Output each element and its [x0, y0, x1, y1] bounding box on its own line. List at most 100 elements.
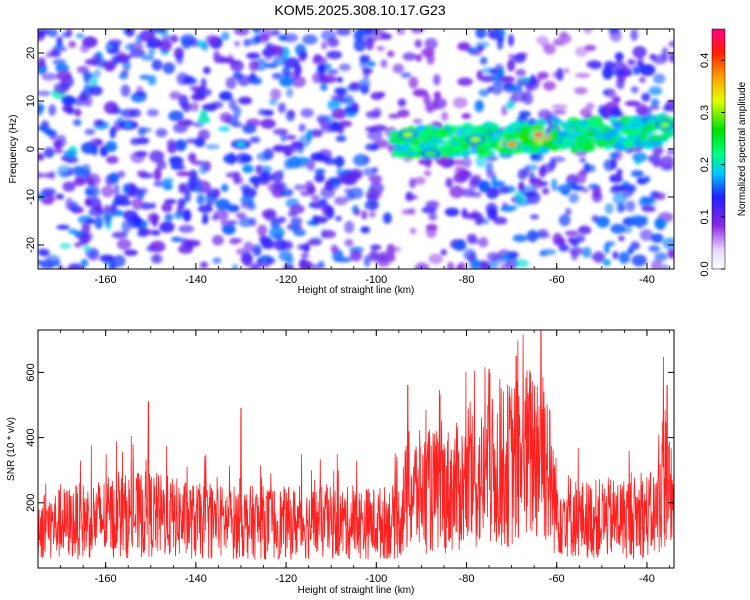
heatmap-cell — [565, 208, 572, 216]
heatmap-cell — [236, 248, 246, 255]
heatmap-cell — [618, 251, 630, 264]
x-tick-label: -140 — [185, 573, 207, 585]
heatmap-cell — [616, 203, 626, 213]
heatmap-cell — [376, 45, 385, 52]
heatmap-cell — [522, 146, 531, 154]
heatmap-cell — [536, 35, 549, 45]
heatmap-cell — [512, 53, 526, 63]
heatmap-cell — [566, 120, 575, 130]
heatmap-cell — [467, 238, 479, 245]
heatmap-cell — [269, 226, 285, 240]
heatmap-cell — [344, 107, 359, 113]
heatmap-cell — [270, 88, 281, 101]
heatmap-cell — [94, 216, 104, 230]
heatmap-cell — [85, 173, 101, 187]
heatmap-cell — [479, 56, 488, 65]
heatmap-cell — [38, 66, 48, 73]
heatmap-cell — [221, 225, 236, 233]
heatmap-cell — [650, 259, 663, 269]
heatmap-cell — [131, 197, 144, 210]
heatmap-cell — [83, 232, 93, 242]
heatmap-cell — [650, 233, 664, 244]
heatmap-cell — [476, 45, 485, 51]
heatmap-cell — [603, 60, 615, 71]
heatmap-cell — [338, 120, 353, 128]
heatmap-cell — [496, 67, 505, 77]
heatmap-cell — [596, 216, 610, 228]
heatmap-cell — [106, 155, 119, 164]
heatmap-cell — [47, 29, 58, 38]
heatmap-cell — [120, 84, 131, 97]
heatmap-feature — [125, 123, 131, 127]
heatmap-cell — [140, 202, 152, 210]
heatmap-cell — [213, 50, 221, 63]
heatmap-cell — [230, 60, 244, 72]
heatmap-cell — [249, 217, 257, 227]
heatmap-cell — [294, 157, 310, 163]
heatmap-cell — [648, 245, 661, 253]
heatmap-cell — [290, 217, 303, 226]
heatmap-cell — [353, 38, 367, 52]
colorbar-label: Normalized spectral amplitude — [737, 81, 748, 216]
heatmap-cell — [321, 230, 337, 239]
heatmap-cell — [618, 235, 625, 242]
heatmap-cell — [264, 62, 278, 69]
heatmap-cell — [616, 77, 625, 90]
heatmap-cell — [507, 59, 516, 72]
heatmap-cell — [365, 189, 382, 200]
heatmap-cell — [211, 235, 224, 246]
heatmap-cell — [67, 263, 84, 269]
heatmap-cell — [453, 173, 468, 184]
x-tick-label: -100 — [365, 274, 387, 286]
heatmap-cell — [261, 209, 276, 219]
heatmap-cell — [641, 205, 656, 213]
heatmap-cell — [215, 198, 231, 211]
heatmap-cell — [291, 75, 306, 88]
heatmap-cell — [171, 236, 183, 242]
heatmap-cell — [91, 143, 98, 156]
spectrogram-x-label: Height of straight line (km) — [298, 285, 415, 296]
heatmap-cell — [464, 212, 480, 220]
heatmap-cell — [190, 101, 199, 112]
heatmap-cell — [448, 152, 463, 158]
heatmap-cell — [644, 115, 657, 120]
heatmap-cell — [428, 212, 438, 221]
heatmap-cell — [551, 178, 558, 192]
heatmap-cell — [41, 188, 56, 196]
heatmap-cell — [129, 108, 142, 118]
heatmap-cell — [396, 29, 406, 36]
x-tick-label: -160 — [95, 274, 117, 286]
y-tick-label: 200 — [25, 494, 37, 512]
heatmap-cell — [73, 119, 82, 127]
heatmap-cell — [412, 118, 423, 124]
heatmap-cell — [38, 103, 45, 113]
heatmap-cell — [550, 156, 566, 163]
heatmap-cell — [531, 178, 544, 189]
heatmap-cell — [201, 219, 209, 225]
heatmap-cell — [433, 74, 441, 86]
heatmap-cell — [362, 167, 375, 177]
heatmap-cell — [53, 44, 65, 50]
heatmap-cell — [272, 128, 289, 136]
heatmap-cell — [474, 99, 485, 113]
heatmap-cell — [364, 29, 380, 36]
heatmap-cell — [278, 250, 293, 262]
heatmap-cell — [585, 102, 595, 111]
heatmap-cell — [156, 159, 167, 170]
heatmap-cell — [169, 156, 185, 166]
heatmap-cell — [179, 198, 186, 209]
heatmap-cell — [335, 135, 347, 143]
heatmap-cell — [297, 244, 307, 250]
heatmap-cell — [653, 192, 666, 201]
heatmap-feature — [427, 152, 433, 156]
heatmap-cell — [662, 105, 672, 111]
heatmap-cell — [185, 138, 197, 144]
heatmap-cell — [605, 129, 619, 137]
heatmap-cell — [444, 207, 460, 217]
heatmap-cell — [299, 51, 308, 59]
heatmap-cell — [74, 242, 83, 248]
heatmap-cell — [84, 197, 93, 207]
heatmap-cell — [240, 154, 253, 163]
heatmap-cell — [146, 108, 159, 117]
heatmap-cell — [248, 60, 259, 72]
